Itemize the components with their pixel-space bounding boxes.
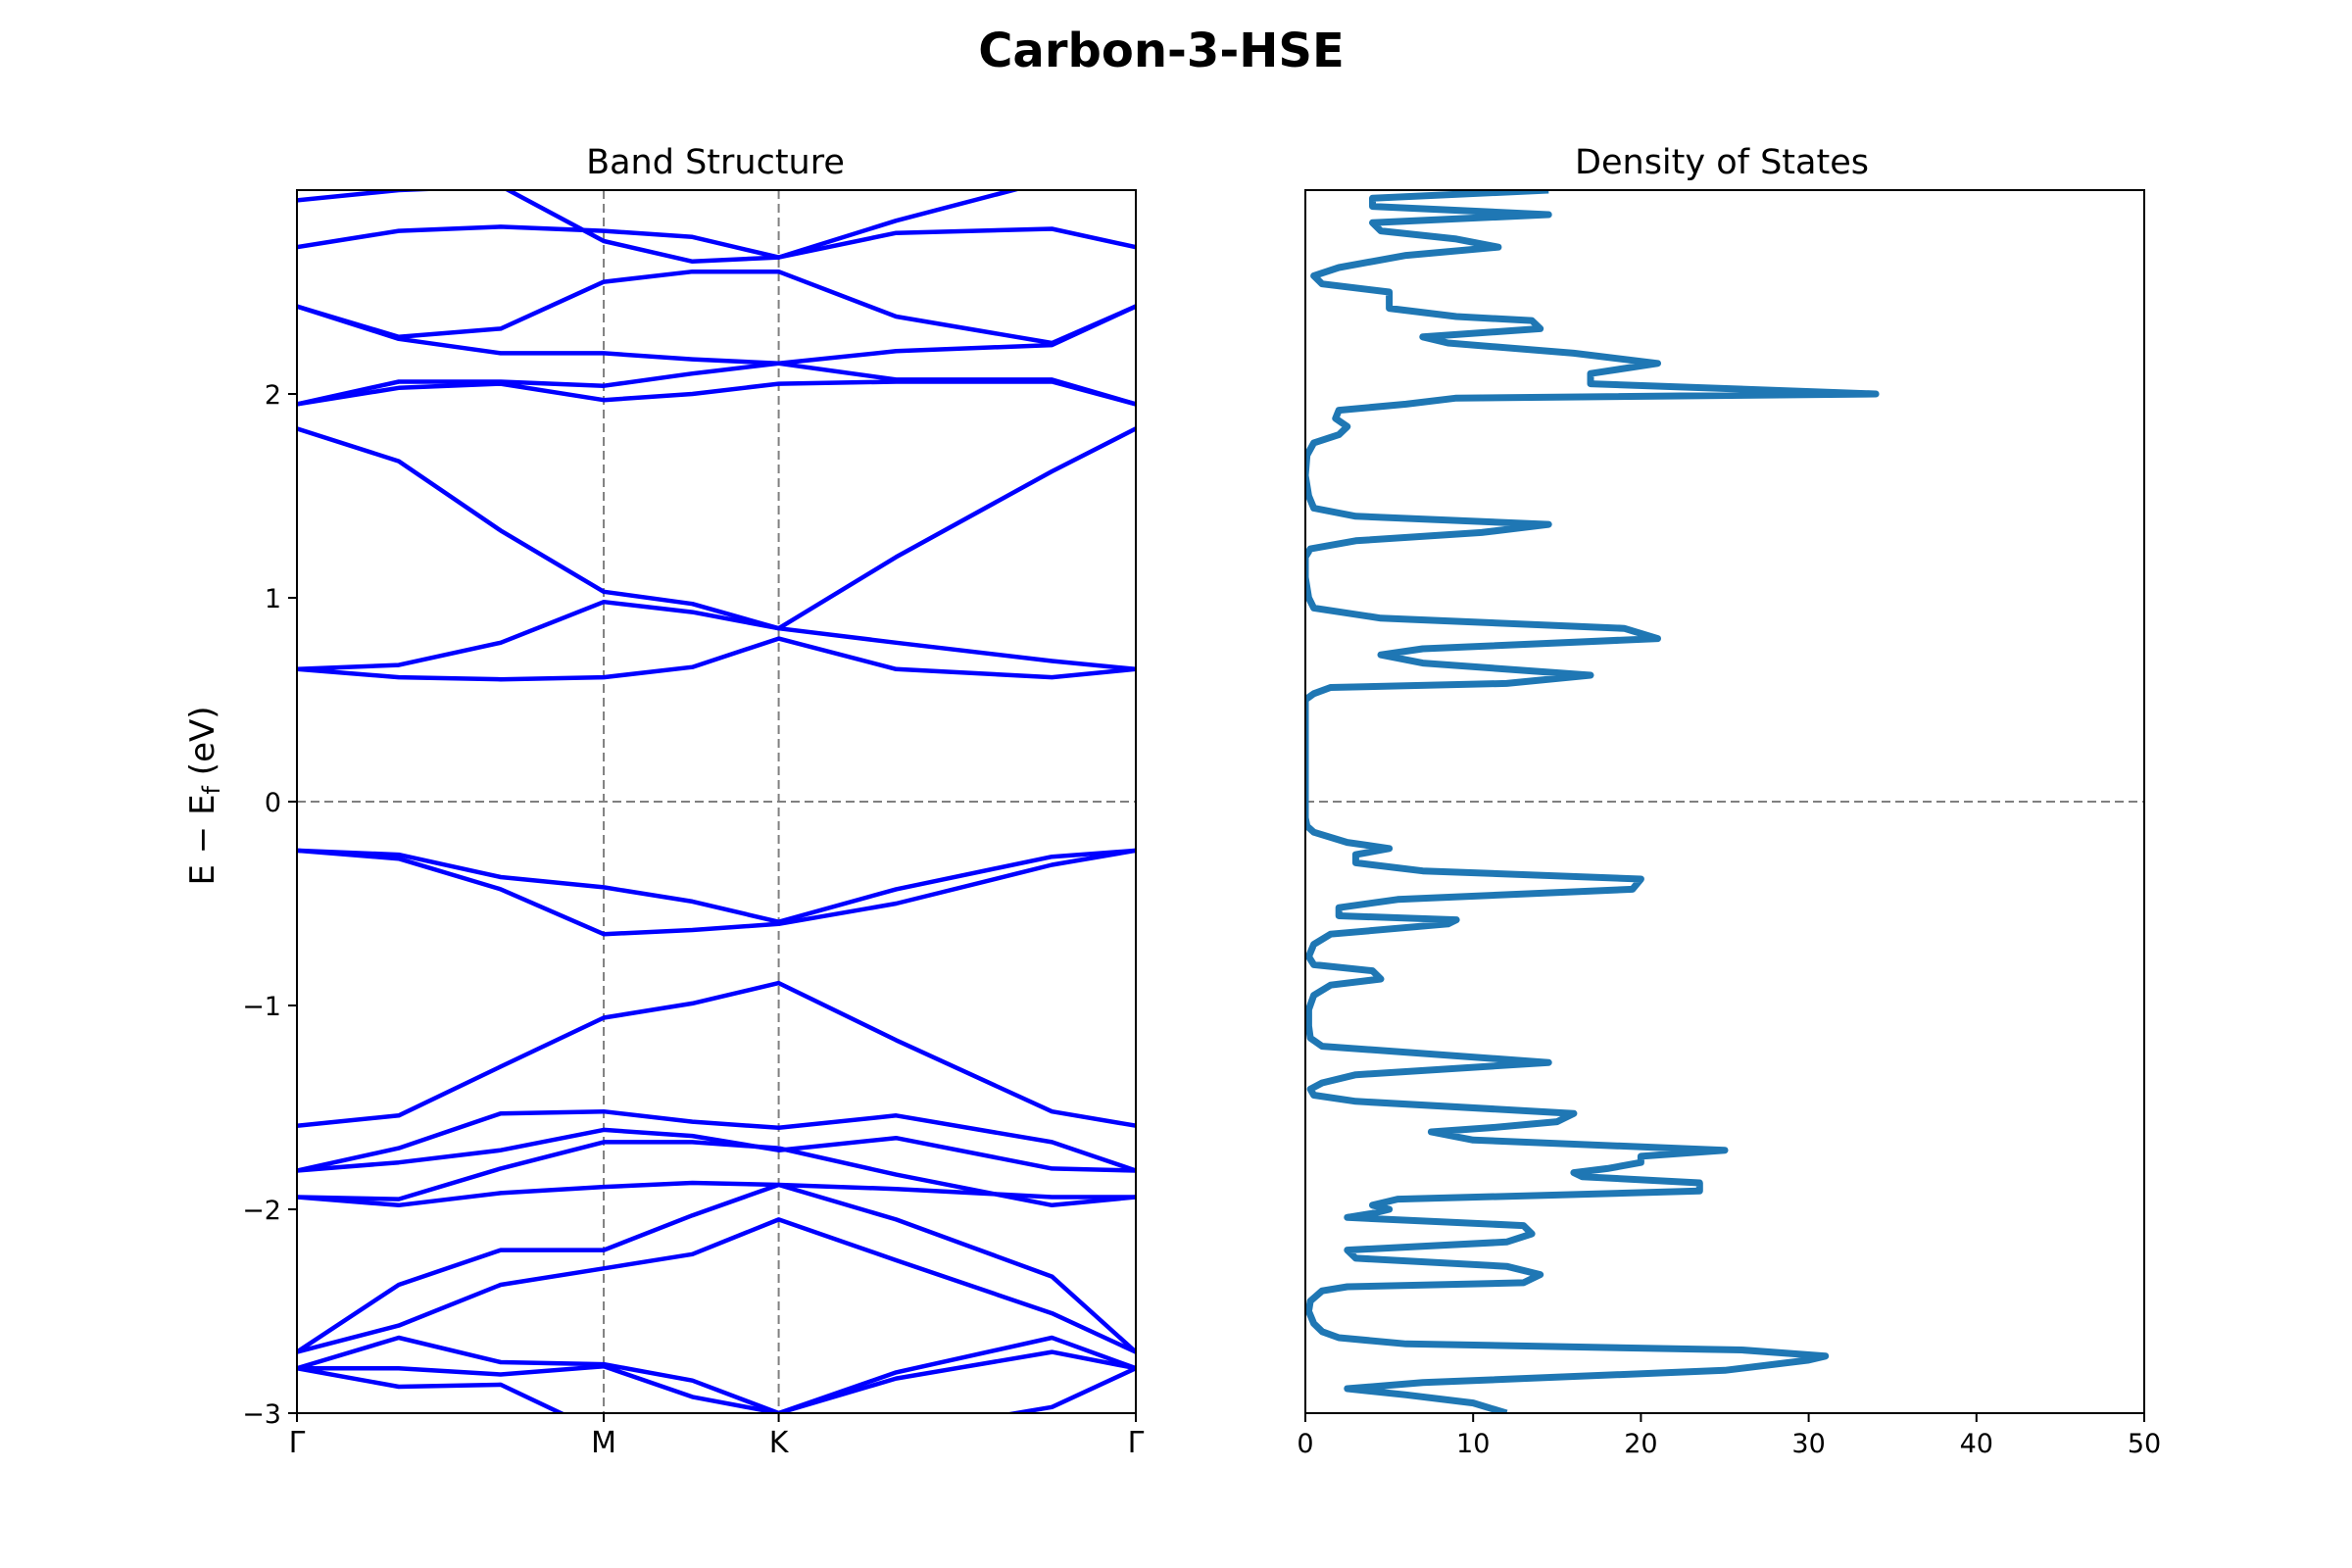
dos-xtick-label: 50 [2128, 1429, 2161, 1459]
band-ytick-label: −1 [242, 992, 281, 1022]
band-line-3 [297, 1349, 1136, 1413]
y-axis-label-main: E − E [183, 794, 222, 885]
band-xtick-label: K [769, 1426, 790, 1460]
dos-plot-area [1305, 190, 2144, 1413]
band-xtick-label: Γ [289, 1426, 306, 1460]
figure-title: Carbon-3-HSE [978, 24, 1345, 78]
band-line-22 [297, 190, 1022, 265]
band-line-8 [297, 1140, 1136, 1208]
band-ytick-label: −2 [242, 1196, 281, 1226]
band-line-20 [297, 269, 1136, 346]
band-ytick-label: 2 [265, 380, 281, 411]
band-line-12 [297, 848, 1136, 937]
dos-curve [1305, 190, 1880, 1413]
dos-xtick-label: 10 [1456, 1429, 1490, 1459]
y-axis-label-unit: (eV) [183, 706, 222, 786]
band-line-15 [297, 599, 1136, 672]
band-xtick-label: Γ [1128, 1426, 1145, 1460]
band-line-1 [760, 1410, 786, 1413]
dos-xtick-label: 20 [1624, 1429, 1657, 1459]
band-line-4 [297, 1335, 1136, 1413]
y-axis-label-sub: f [198, 785, 225, 794]
dos-axes: 0 10 20 30 40 50 [1297, 189, 2161, 1459]
dos-panel: Density of States 0 10 20 30 40 50 [1297, 143, 2161, 1459]
band-line-11 [297, 980, 1136, 1128]
band-xtick-label: M [591, 1426, 616, 1460]
band-line-2 [297, 1365, 1136, 1413]
dos-xtick-label: 40 [1960, 1429, 1993, 1459]
band-line-13 [297, 848, 1136, 924]
dos-xtick-label: 0 [1297, 1429, 1313, 1459]
band-ytick-label: 1 [265, 584, 281, 614]
band-line-18 [297, 361, 1136, 407]
band-panel-title: Band Structure [586, 143, 845, 182]
band-ytick-label: 0 [265, 788, 281, 818]
band-line-6 [297, 1182, 1136, 1354]
dos-xtick-label: 30 [1791, 1429, 1825, 1459]
band-line-5 [297, 1217, 1136, 1354]
band-plot-area [297, 190, 1136, 1413]
band-line-17 [297, 379, 1136, 407]
band-line-16 [297, 426, 1136, 631]
band-structure-panel: Band Structure −3 −2 −1 0 1 2 Γ M K Γ E − Ef (eV) [183, 143, 1145, 1460]
band-ytick-label: −3 [242, 1399, 281, 1430]
band-line-19 [297, 304, 1136, 367]
band-axes: −3 −2 −1 0 1 2 Γ M K Γ [242, 189, 1145, 1460]
band-line-9 [297, 1127, 1136, 1173]
dos-frame [1304, 189, 2145, 1414]
y-axis-label: E − Ef (eV) [183, 706, 225, 885]
band-line-10 [297, 1108, 1136, 1173]
dos-panel-title: Density of States [1575, 143, 1869, 182]
band-line-14 [297, 636, 1136, 682]
band-line-21 [297, 224, 1136, 260]
